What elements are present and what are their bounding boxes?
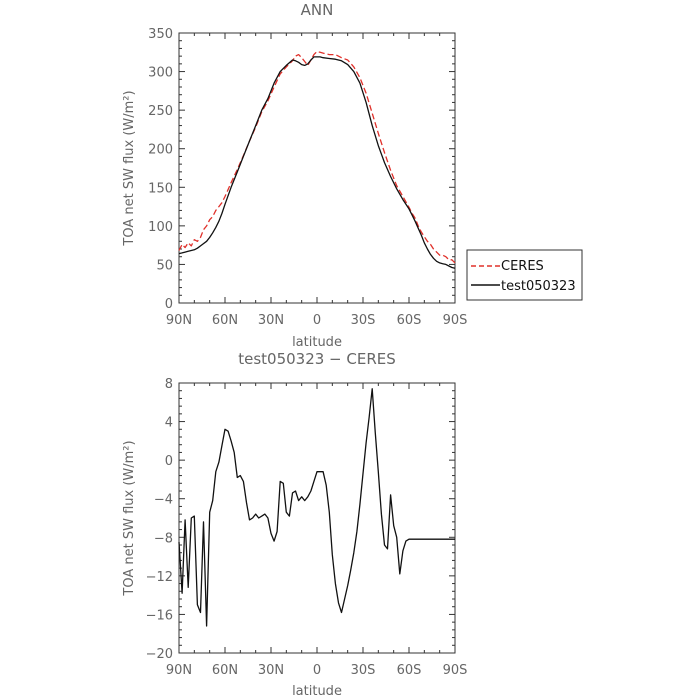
x-tick-label: 60N: [212, 663, 238, 678]
x-tick-label: 90S: [443, 313, 468, 328]
series-line-difference: [178, 388, 455, 627]
series-line-ceres: [178, 50, 456, 264]
x-axis-label: latitude: [292, 335, 342, 350]
x-tick-label: 30S: [351, 663, 376, 678]
x-tick-label: 0: [313, 313, 321, 328]
y-tick-label: −20: [146, 647, 173, 662]
y-tick-label: −12: [146, 570, 173, 585]
y-axis: 0 50 100 150 200 250 300 350: [148, 27, 455, 312]
legend: CERES test050323: [466, 249, 583, 301]
y-tick-label: 8: [165, 377, 173, 392]
series-line-test050323: [178, 56, 456, 269]
x-tick-label: 0: [313, 663, 321, 678]
plot-frame: [178, 32, 456, 304]
legend-box: [466, 249, 583, 301]
panel-title: ANN: [301, 1, 334, 19]
y-tick-label: 300: [148, 66, 173, 81]
y-tick-label: 0: [165, 297, 173, 312]
y-tick-label: −4: [154, 493, 173, 508]
x-tick-label: 90S: [443, 663, 468, 678]
x-tick-label: 30N: [258, 663, 284, 678]
x-tick-label: 90N: [166, 313, 192, 328]
y-tick-label: 250: [148, 104, 173, 119]
y-tick-label: −8: [154, 531, 173, 546]
x-tick-label: 30S: [351, 313, 376, 328]
y-tick-label: 0: [165, 454, 173, 469]
y-tick-label: 100: [148, 220, 173, 235]
legend-label-test: test050323: [501, 279, 576, 294]
x-axis: 90N 60N 30N 0 30S 60S 90S: [166, 383, 468, 678]
x-axis-label: latitude: [292, 684, 342, 699]
y-axis-label: TOA net SW flux (W/m²): [122, 90, 137, 246]
y-axis: −20 −16 −12 −8 −4 0 4 8: [146, 377, 455, 662]
x-tick-label: 60N: [212, 313, 238, 328]
x-axis: 90N 60N 30N 0 30S 60S 90S: [166, 33, 468, 328]
y-tick-label: −16: [146, 608, 173, 623]
difference-panel: test050323 − CERES −20 −16 −12 −8 −4 0 4 8 90N 6…: [122, 350, 467, 699]
panel-title: test050323 − CERES: [238, 350, 396, 368]
y-tick-label: 350: [148, 27, 173, 42]
series-lines: [178, 388, 455, 627]
series-lines: [178, 50, 456, 269]
annual-panel: ANN 0 50 100 150 200 250 300 350 90N 60N 30N 0 30S 6…: [122, 1, 467, 350]
y-tick-label: 200: [148, 143, 173, 158]
y-tick-label: 4: [165, 416, 173, 431]
x-tick-label: 60S: [397, 313, 422, 328]
x-tick-label: 30N: [258, 313, 284, 328]
legend-label-ceres: CERES: [501, 259, 544, 274]
y-tick-label: 50: [156, 258, 173, 273]
x-tick-label: 60S: [397, 663, 422, 678]
y-axis-label: TOA net SW flux (W/m²): [122, 440, 137, 596]
y-tick-label: 150: [148, 181, 173, 196]
x-tick-label: 90N: [166, 663, 192, 678]
plot-frame: [178, 382, 456, 654]
